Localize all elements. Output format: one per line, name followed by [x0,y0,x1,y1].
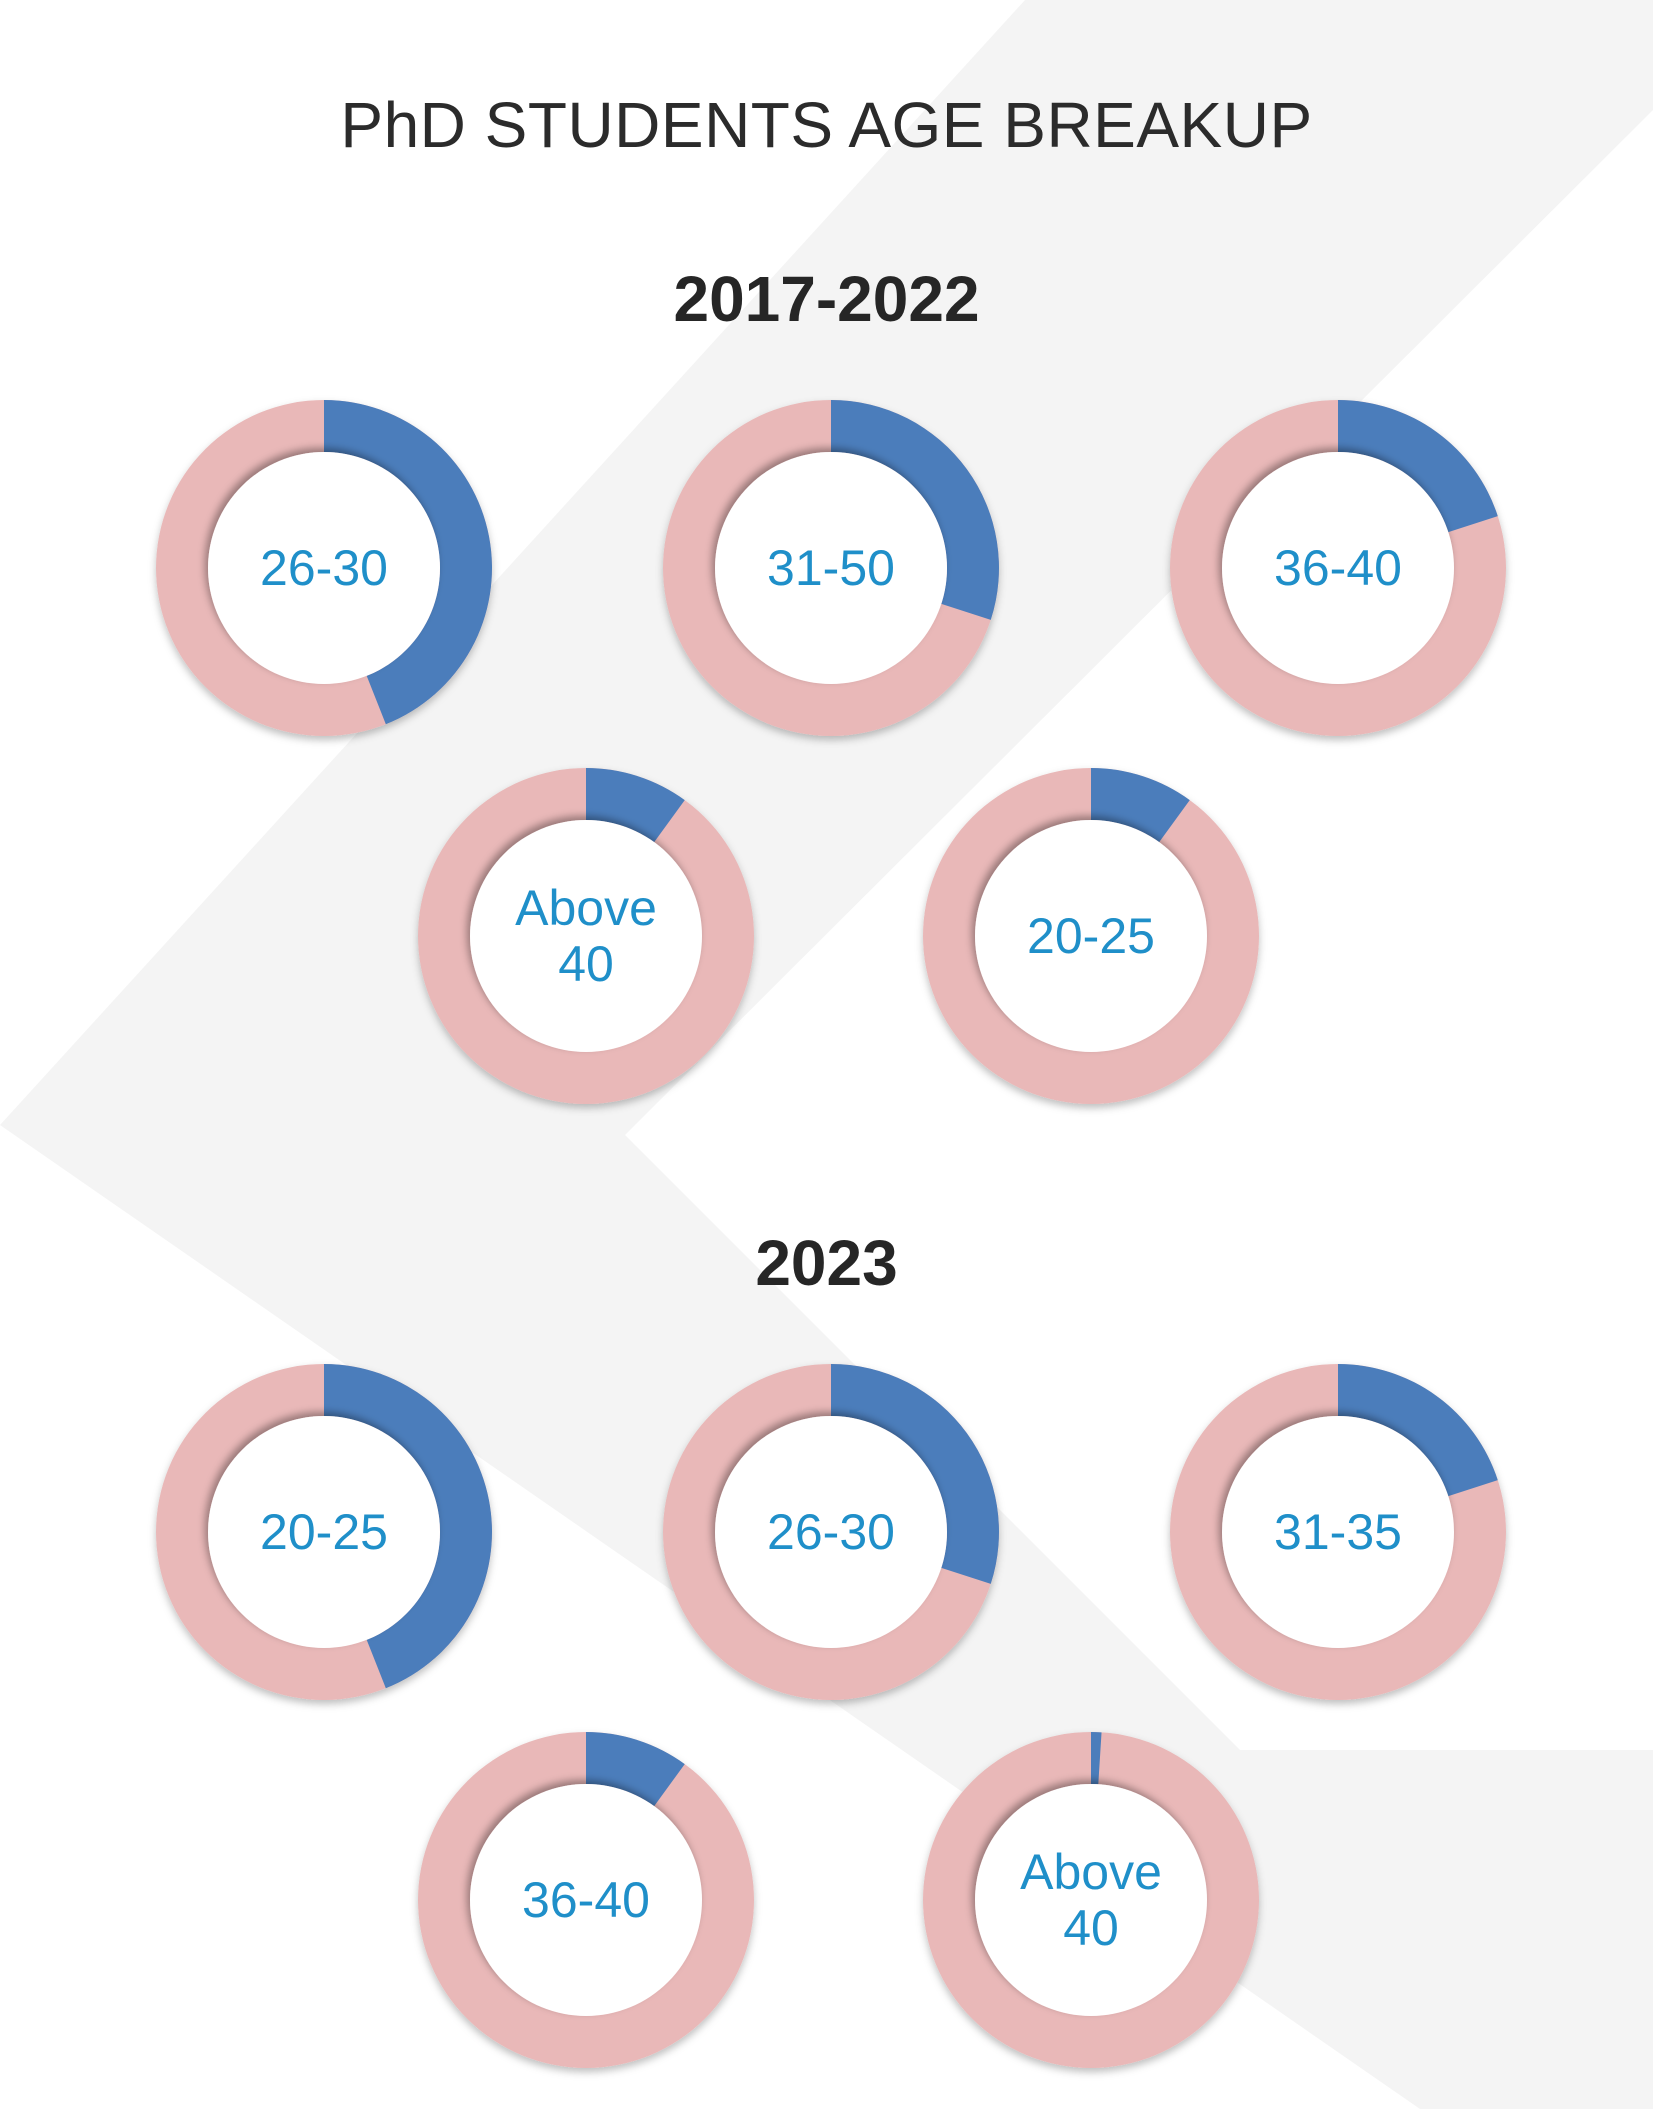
section-heading-2023: 2023 [755,1227,898,1299]
donut-share-slice [1091,1732,1102,1785]
donut-1-4: Above 40 [923,1732,1259,2068]
donut-0-4: 20-25 [923,768,1259,1104]
donut-hole [470,1784,702,2016]
donut-1-0: 20-25 [156,1364,493,1700]
donut-share-slice [1091,768,1190,843]
donut-share-slice [831,1364,999,1584]
donut-0-0: 26-30 [156,400,492,736]
donut-label: 20-25 [260,1504,388,1560]
donut-share-slice [324,400,492,725]
donut-0-1: 31-50 [663,400,999,736]
donut-hole [1222,452,1454,684]
donut-hole [1222,1416,1454,1648]
donut-share-slice [1338,400,1498,533]
donut-label: 26-30 [260,540,388,596]
donut-0-2: 36-40 [1170,400,1506,736]
donut-share-slice [324,1364,493,1689]
donut-label: 26-30 [767,1504,895,1560]
donut-label: 36-40 [1274,540,1402,596]
page-title: PhD STUDENTS AGE BREAKUP [340,89,1313,161]
donut-share-slice [586,768,685,843]
donut-hole [208,452,440,684]
donut-hole [715,452,947,684]
donut-hole [470,820,702,1052]
donut-label: 31-50 [767,540,895,596]
donut-1-3: 36-40 [418,1732,754,2068]
donut-hole [975,1784,1207,2016]
donut-label: Above 40 [515,880,657,992]
donut-share-slice [1338,1363,1498,1497]
donut-1-2: 31-35 [1170,1363,1506,1700]
section-heading-2017-2022: 2017-2022 [673,263,980,335]
donut-label: 31-35 [1274,1504,1402,1560]
donut-hole [208,1416,440,1648]
donut-hole [975,820,1207,1052]
donut-0-3: Above 40 [418,768,754,1104]
donut-label: 36-40 [522,1872,650,1928]
donut-label: 20-25 [1027,908,1155,964]
donut-hole [715,1416,947,1648]
donut-share-slice [586,1732,685,1807]
donut-1-1: 26-30 [663,1364,999,1700]
donut-share-slice [831,400,999,620]
donut-label: Above 40 [1020,1844,1162,1956]
